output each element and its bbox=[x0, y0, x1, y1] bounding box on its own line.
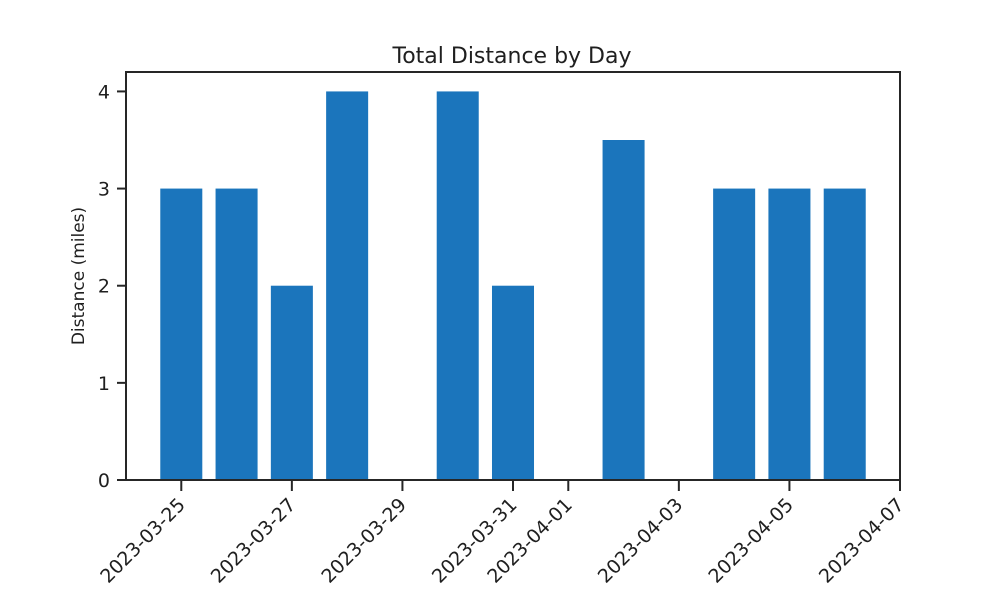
bar-2023-04-02 bbox=[602, 140, 645, 480]
bar-2023-04-04 bbox=[713, 188, 756, 480]
bar-2023-03-27 bbox=[270, 285, 313, 480]
x-tick-label: 2023-03-29 bbox=[317, 494, 411, 588]
bar-2023-03-30 bbox=[436, 91, 479, 481]
x-tick-label: 2023-04-05 bbox=[704, 494, 798, 588]
bar-2023-04-05 bbox=[768, 188, 811, 480]
bar-2023-03-31 bbox=[491, 285, 535, 480]
y-tick-label: 3 bbox=[98, 179, 110, 201]
y-tick-label: 4 bbox=[98, 81, 110, 103]
bar-2023-03-26 bbox=[215, 188, 258, 480]
y-tick-label: 1 bbox=[98, 373, 110, 395]
bar-2023-04-06 bbox=[823, 188, 866, 480]
bar-2023-03-28 bbox=[326, 91, 369, 481]
x-tick-label: 2023-04-03 bbox=[594, 494, 688, 588]
bars-layer bbox=[160, 91, 866, 481]
y-tick-label: 0 bbox=[98, 470, 110, 492]
x-tick-label: 2023-03-27 bbox=[207, 494, 301, 588]
chart-title: Total Distance by Day bbox=[392, 44, 632, 69]
bar-2023-03-25 bbox=[160, 188, 203, 480]
y-tick-label: 2 bbox=[98, 276, 110, 298]
y-axis-label: Distance (miles) bbox=[69, 207, 89, 345]
x-tick-label: 2023-03-25 bbox=[96, 494, 190, 588]
x-tick-label: 2023-04-07 bbox=[815, 494, 909, 588]
